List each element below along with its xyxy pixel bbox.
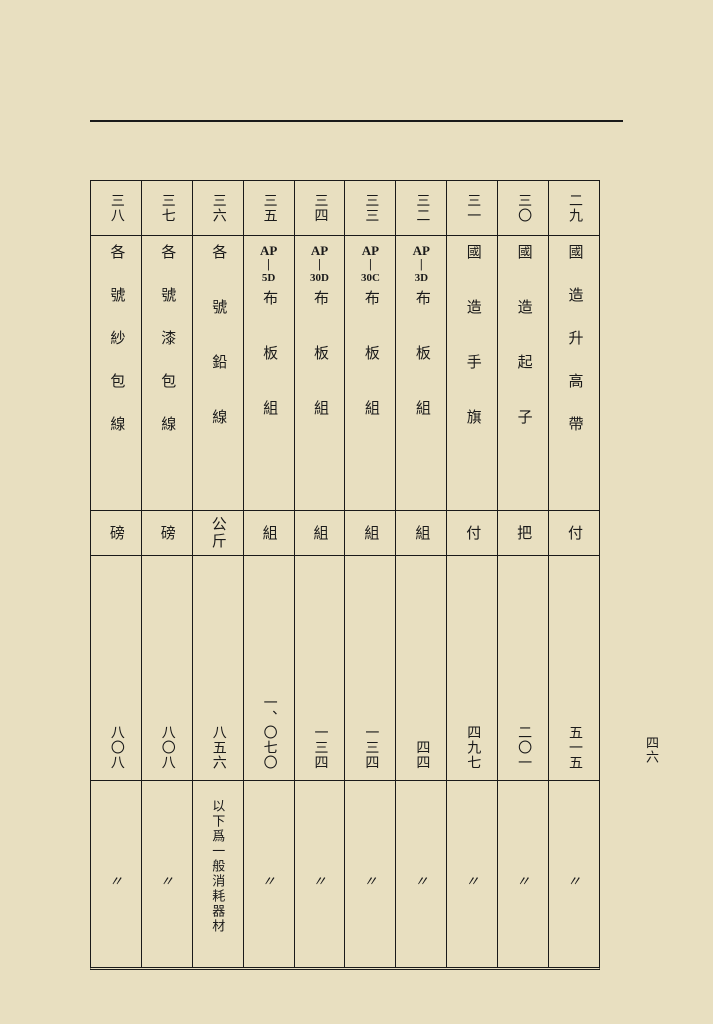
item-description: 國造升高帶 xyxy=(549,236,599,511)
quantity: 五一五 xyxy=(549,556,599,781)
table-column: 三三AP|30C布板組組一三四〃 xyxy=(345,181,396,967)
row-number: 三五 xyxy=(244,181,294,236)
row-number: 三四 xyxy=(295,181,345,236)
unit: 組 xyxy=(295,511,345,556)
quantity: 二〇一 xyxy=(498,556,548,781)
table-column: 三五AP|5D布板組組一、〇七〇〃 xyxy=(244,181,295,967)
note: 〃 xyxy=(244,781,294,967)
note: 〃 xyxy=(396,781,446,967)
item-description: 國造手旗 xyxy=(447,236,497,511)
row-number: 三六 xyxy=(193,181,243,236)
quantity: 八五六 xyxy=(193,556,243,781)
item-description: AP|3D布板組 xyxy=(396,236,446,511)
inventory-table: 二九國造升高帶付五一五〃三〇國造起子把二〇一〃三一國造手旗付四九七〃三二AP|3… xyxy=(90,180,600,970)
quantity: 八〇八 xyxy=(91,556,141,781)
row-number: 三三 xyxy=(345,181,395,236)
unit: 組 xyxy=(345,511,395,556)
note: 〃 xyxy=(345,781,395,967)
unit: 付 xyxy=(549,511,599,556)
item-description: AP|5D布板組 xyxy=(244,236,294,511)
quantity: 四四 xyxy=(396,556,446,781)
unit: 組 xyxy=(244,511,294,556)
unit: 付 xyxy=(447,511,497,556)
item-description: 各號紗包線 xyxy=(91,236,141,511)
table-column: 三七各號漆包線磅八〇八〃 xyxy=(142,181,193,967)
quantity: 一三四 xyxy=(345,556,395,781)
quantity: 一、〇七〇 xyxy=(244,556,294,781)
table-column: 三二AP|3D布板組組四四〃 xyxy=(396,181,447,967)
row-number: 三〇 xyxy=(498,181,548,236)
top-rule xyxy=(90,120,623,122)
quantity: 四九七 xyxy=(447,556,497,781)
page-number: 四六 xyxy=(642,736,661,764)
table-column: 二九國造升高帶付五一五〃 xyxy=(549,181,599,967)
note: 以下爲一般消耗器材 xyxy=(193,781,243,967)
note: 〃 xyxy=(549,781,599,967)
table-column: 三六各號鉛線公斤八五六以下爲一般消耗器材 xyxy=(193,181,244,967)
quantity: 八〇八 xyxy=(142,556,192,781)
note: 〃 xyxy=(142,781,192,967)
note: 〃 xyxy=(91,781,141,967)
row-number: 三一 xyxy=(447,181,497,236)
unit: 磅 xyxy=(142,511,192,556)
item-description: AP|30D布板組 xyxy=(295,236,345,511)
table-column: 三〇國造起子把二〇一〃 xyxy=(498,181,549,967)
note: 〃 xyxy=(447,781,497,967)
unit: 公斤 xyxy=(193,511,243,556)
note: 〃 xyxy=(498,781,548,967)
unit: 把 xyxy=(498,511,548,556)
item-description: AP|30C布板組 xyxy=(345,236,395,511)
table-column: 三八各號紗包線磅八〇八〃 xyxy=(91,181,142,967)
row-number: 三七 xyxy=(142,181,192,236)
unit: 組 xyxy=(396,511,446,556)
item-description: 各號漆包線 xyxy=(142,236,192,511)
table-column: 三一國造手旗付四九七〃 xyxy=(447,181,498,967)
item-description: 國造起子 xyxy=(498,236,548,511)
table-column: 三四AP|30D布板組組一三四〃 xyxy=(295,181,346,967)
unit: 磅 xyxy=(91,511,141,556)
row-number: 三八 xyxy=(91,181,141,236)
row-number: 三二 xyxy=(396,181,446,236)
note: 〃 xyxy=(295,781,345,967)
item-description: 各號鉛線 xyxy=(193,236,243,511)
row-number: 二九 xyxy=(549,181,599,236)
quantity: 一三四 xyxy=(295,556,345,781)
